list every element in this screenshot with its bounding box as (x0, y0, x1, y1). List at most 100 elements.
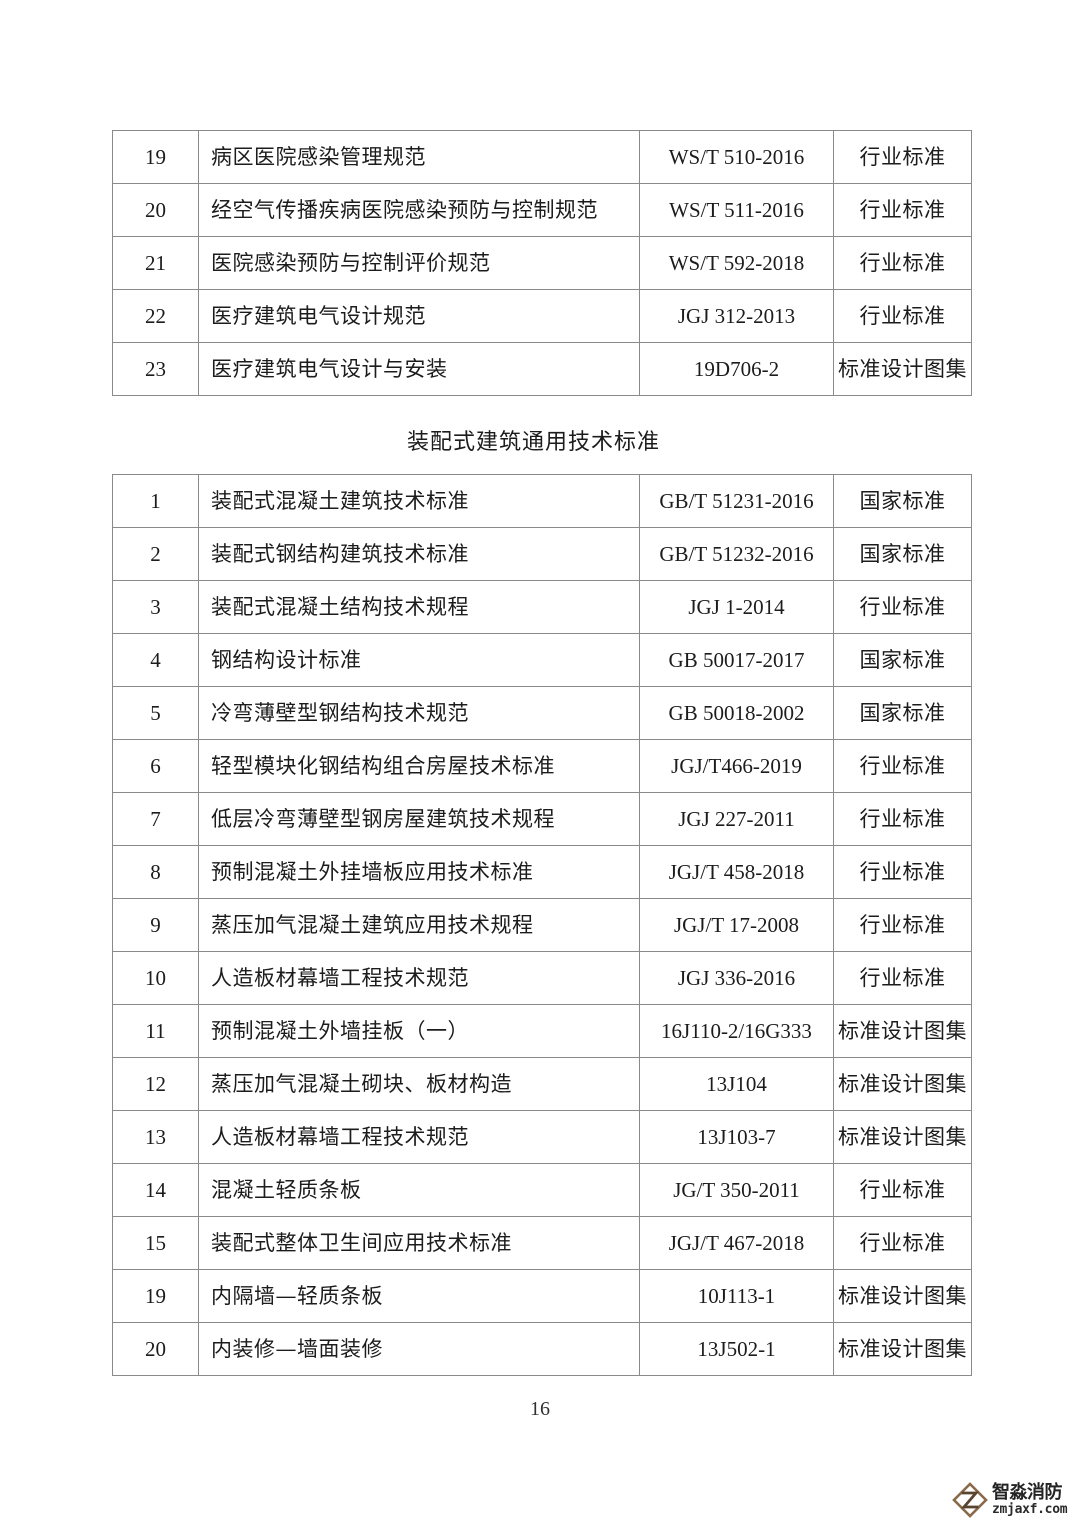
row-index: 10 (112, 951, 199, 1005)
row-category: 标准设计图集 (833, 342, 972, 396)
row-code: JG/T 350-2011 (639, 1163, 834, 1217)
row-index: 2 (112, 527, 199, 581)
row-code: JGJ 312-2013 (639, 289, 834, 343)
row-title: 低层冷弯薄壁型钢房屋建筑技术规程 (198, 792, 640, 846)
row-category: 行业标准 (833, 898, 972, 952)
row-code: 13J104 (639, 1057, 834, 1111)
row-index: 20 (112, 183, 199, 237)
row-index: 19 (112, 130, 199, 184)
row-index: 4 (112, 633, 199, 687)
table-row: 10 人造板材幕墙工程技术规范 JGJ 336-2016 行业标准 (112, 951, 972, 1005)
table-row: 15 装配式整体卫生间应用技术标准 JGJ/T 467-2018 行业标准 (112, 1216, 972, 1270)
row-title: 医疗建筑电气设计与安装 (198, 342, 640, 396)
table-row: 23 医疗建筑电气设计与安装 19D706-2 标准设计图集 (112, 342, 972, 396)
table-row: 8 预制混凝土外挂墙板应用技术标准 JGJ/T 458-2018 行业标准 (112, 845, 972, 899)
row-title: 人造板材幕墙工程技术规范 (198, 1110, 640, 1164)
row-index: 1 (112, 474, 199, 528)
watermark-brand: 智淼消防 (992, 1482, 1063, 1504)
watermark: 智淼消防 zmjaxf.com (952, 1474, 1080, 1526)
row-title: 医院感染预防与控制评价规范 (198, 236, 640, 290)
row-code: 16J110-2/16G333 (639, 1004, 834, 1058)
row-title: 冷弯薄壁型钢结构技术规范 (198, 686, 640, 740)
table-row: 20 经空气传播疾病医院感染预防与控制规范 WS/T 511-2016 行业标准 (112, 183, 972, 237)
row-category: 标准设计图集 (833, 1057, 972, 1111)
row-title: 内装修—墙面装修 (198, 1322, 640, 1376)
medical-standards-table-body: 19 病区医院感染管理规范 WS/T 510-2016 行业标准 20 经空气传… (112, 130, 972, 396)
row-title: 内隔墙—轻质条板 (198, 1269, 640, 1323)
row-category: 国家标准 (833, 527, 972, 581)
row-category: 行业标准 (833, 130, 972, 184)
row-title: 蒸压加气混凝土砌块、板材构造 (198, 1057, 640, 1111)
row-index: 22 (112, 289, 199, 343)
table-row: 12 蒸压加气混凝土砌块、板材构造 13J104 标准设计图集 (112, 1057, 972, 1111)
table-row: 6 轻型模块化钢结构组合房屋技术标准 JGJ/T466-2019 行业标准 (112, 739, 972, 793)
row-code: 13J103-7 (639, 1110, 834, 1164)
page-number: 16 (530, 1398, 550, 1420)
row-index: 20 (112, 1322, 199, 1376)
table-row: 20 内装修—墙面装修 13J502-1 标准设计图集 (112, 1322, 972, 1376)
row-index: 19 (112, 1269, 199, 1323)
row-title: 装配式混凝土结构技术规程 (198, 580, 640, 634)
row-code: 19D706-2 (639, 342, 834, 396)
row-category: 行业标准 (833, 739, 972, 793)
row-title: 预制混凝土外挂墙板应用技术标准 (198, 845, 640, 899)
row-index: 23 (112, 342, 199, 396)
row-category: 行业标准 (833, 1163, 972, 1217)
table-row: 9 蒸压加气混凝土建筑应用技术规程 JGJ/T 17-2008 行业标准 (112, 898, 972, 952)
row-title: 病区医院感染管理规范 (198, 130, 640, 184)
row-code: WS/T 510-2016 (639, 130, 834, 184)
row-code: 10J113-1 (639, 1269, 834, 1323)
row-category: 标准设计图集 (833, 1269, 972, 1323)
row-title: 装配式钢结构建筑技术标准 (198, 527, 640, 581)
row-code: GB/T 51231-2016 (639, 474, 834, 528)
row-index: 12 (112, 1057, 199, 1111)
table-row: 7 低层冷弯薄壁型钢房屋建筑技术规程 JGJ 227-2011 行业标准 (112, 792, 972, 846)
row-index: 6 (112, 739, 199, 793)
watermark-url: zmjaxf.com (992, 1501, 1068, 1517)
table-row: 19 病区医院感染管理规范 WS/T 510-2016 行业标准 (112, 130, 972, 184)
row-title: 蒸压加气混凝土建筑应用技术规程 (198, 898, 640, 952)
row-code: JGJ 336-2016 (639, 951, 834, 1005)
row-title: 混凝土轻质条板 (198, 1163, 640, 1217)
table-row: 19 内隔墙—轻质条板 10J113-1 标准设计图集 (112, 1269, 972, 1323)
row-title: 人造板材幕墙工程技术规范 (198, 951, 640, 1005)
table-row: 14 混凝土轻质条板 JG/T 350-2011 行业标准 (112, 1163, 972, 1217)
row-index: 13 (112, 1110, 199, 1164)
row-code: JGJ/T 467-2018 (639, 1216, 834, 1270)
diamond-z-logo-icon (952, 1482, 988, 1518)
row-code: JGJ/T466-2019 (639, 739, 834, 793)
row-category: 行业标准 (833, 183, 972, 237)
table-row: 21 医院感染预防与控制评价规范 WS/T 592-2018 行业标准 (112, 236, 972, 290)
row-category: 行业标准 (833, 580, 972, 634)
row-code: GB/T 51232-2016 (639, 527, 834, 581)
table-row: 1 装配式混凝土建筑技术标准 GB/T 51231-2016 国家标准 (112, 474, 972, 528)
row-index: 15 (112, 1216, 199, 1270)
row-title: 预制混凝土外墙挂板（一） (198, 1004, 640, 1058)
row-title: 医疗建筑电气设计规范 (198, 289, 640, 343)
row-title: 装配式混凝土建筑技术标准 (198, 474, 640, 528)
watermark-text: 智淼消防 zmjaxf.com (992, 1482, 1068, 1517)
row-category: 国家标准 (833, 686, 972, 740)
row-index: 14 (112, 1163, 199, 1217)
section-heading: 装配式建筑通用技术标准 (406, 430, 660, 455)
prefabricated-standards-table-body: 1 装配式混凝土建筑技术标准 GB/T 51231-2016 国家标准 2 装配… (112, 474, 972, 1376)
table-row: 2 装配式钢结构建筑技术标准 GB/T 51232-2016 国家标准 (112, 527, 972, 581)
row-index: 21 (112, 236, 199, 290)
row-category: 行业标准 (833, 845, 972, 899)
row-title: 钢结构设计标准 (198, 633, 640, 687)
row-index: 8 (112, 845, 199, 899)
row-code: GB 50018-2002 (639, 686, 834, 740)
row-category: 国家标准 (833, 633, 972, 687)
row-category: 行业标准 (833, 289, 972, 343)
row-index: 7 (112, 792, 199, 846)
row-category: 国家标准 (833, 474, 972, 528)
prefabricated-building-standards-table: 1 装配式混凝土建筑技术标准 GB/T 51231-2016 国家标准 2 装配… (112, 474, 972, 1376)
row-code: GB 50017-2017 (639, 633, 834, 687)
row-category: 行业标准 (833, 951, 972, 1005)
row-title: 轻型模块化钢结构组合房屋技术标准 (198, 739, 640, 793)
row-code: 13J502-1 (639, 1322, 834, 1376)
row-index: 3 (112, 580, 199, 634)
row-category: 行业标准 (833, 792, 972, 846)
table-row: 5 冷弯薄壁型钢结构技术规范 GB 50018-2002 国家标准 (112, 686, 972, 740)
